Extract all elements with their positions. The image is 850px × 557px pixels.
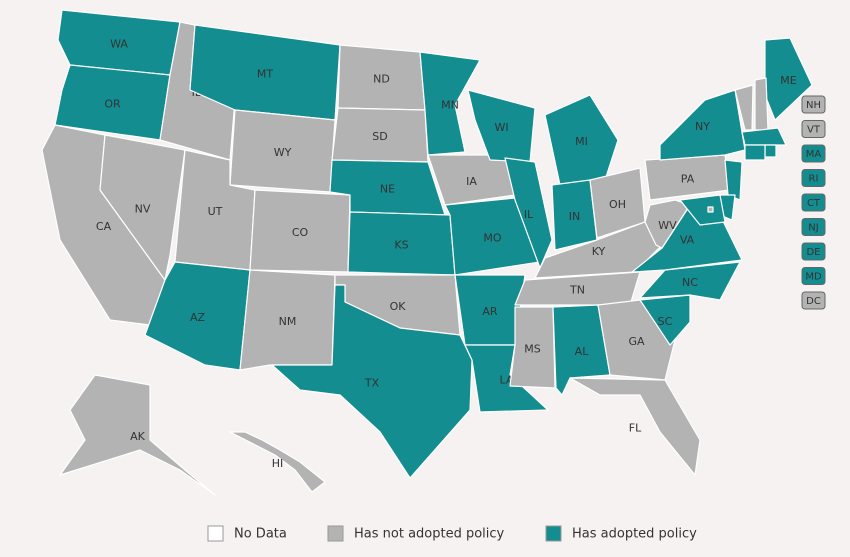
inset-label: RI (809, 174, 819, 185)
state-label: PA (681, 173, 695, 186)
legend-label: Has adopted policy (572, 527, 697, 542)
state-label: NM (279, 315, 297, 328)
state-label: MN (441, 99, 459, 112)
legend-label: No Data (234, 527, 287, 542)
state (754, 77, 769, 131)
state-label: MI (575, 135, 588, 148)
state (734, 84, 754, 131)
state (639, 294, 691, 346)
state-label: AR (482, 305, 498, 318)
state-label: IA (466, 175, 477, 188)
state-label: TX (364, 377, 380, 390)
state-label: FL (629, 422, 642, 435)
state (741, 127, 787, 146)
state (544, 94, 619, 186)
state-label: IN (569, 210, 580, 223)
inset-box (801, 120, 826, 138)
state-label: NV (135, 203, 151, 216)
state (639, 261, 741, 301)
legend-label: Has not adopted policy (354, 527, 505, 542)
state-label: IL (524, 208, 534, 221)
state-label: OH (609, 198, 626, 211)
state (59, 374, 216, 496)
state (99, 134, 186, 281)
inset-box (801, 193, 826, 212)
state-label: WY (274, 146, 292, 159)
state (764, 144, 777, 158)
legend-swatch (545, 525, 562, 542)
state (569, 377, 701, 476)
state-label: WA (110, 38, 128, 51)
inset-label: NJ (808, 223, 818, 234)
state-label: UT (208, 205, 223, 218)
state-label: WI (494, 121, 508, 134)
state-label: SD (372, 130, 387, 143)
state (509, 306, 556, 389)
state-label: MO (483, 232, 501, 245)
state-label: KS (394, 239, 408, 252)
inset-states: NH VT MA RI CT NJ DE MD DC (679, 77, 826, 310)
legend-swatch (207, 525, 224, 542)
inset-box (801, 267, 826, 285)
state-label: NY (695, 120, 710, 133)
state (744, 144, 766, 161)
inset-box (801, 169, 826, 187)
state-label: WV (658, 219, 677, 232)
inset-label: DC (806, 296, 821, 307)
legend-swatch (327, 525, 344, 542)
inset-label: NH (806, 100, 821, 111)
state-label: NE (380, 183, 395, 196)
state-label: CO (292, 226, 309, 239)
state-label: OR (104, 98, 121, 111)
state-label: VA (680, 234, 695, 247)
legend: No Data Has not adopted policy Has adopted… (207, 525, 697, 542)
state-label: ME (780, 74, 796, 87)
state (679, 194, 726, 226)
state-label: AL (575, 345, 590, 358)
state-label: CA (96, 220, 112, 233)
inset-label: DE (806, 247, 820, 258)
state-label: TN (569, 284, 585, 297)
inset-box (801, 291, 826, 310)
state (54, 64, 171, 141)
inset-label: CT (807, 198, 821, 209)
state-label: SC (658, 315, 673, 328)
state-label: MT (257, 68, 273, 81)
state (504, 157, 553, 269)
state-label: MS (524, 343, 540, 356)
state-label: GA (628, 335, 645, 348)
state (444, 197, 541, 276)
state (271, 284, 473, 479)
state-label: KY (592, 245, 606, 258)
inset-box (801, 144, 826, 163)
state (229, 431, 326, 493)
state-label: NC (682, 276, 698, 289)
state-label: ND (373, 73, 390, 86)
state-label: AZ (190, 311, 206, 324)
inset-label: MA (806, 149, 822, 160)
inset-label: MD (805, 272, 822, 283)
state (707, 206, 714, 213)
inset-box (801, 218, 826, 236)
state-label: OK (390, 300, 407, 313)
state-label: HI (272, 457, 284, 470)
state (419, 51, 481, 156)
state (724, 159, 743, 201)
inset-box (801, 242, 826, 261)
inset-box (801, 95, 826, 114)
state-label: AK (130, 430, 146, 443)
inset-label: VT (807, 125, 821, 136)
